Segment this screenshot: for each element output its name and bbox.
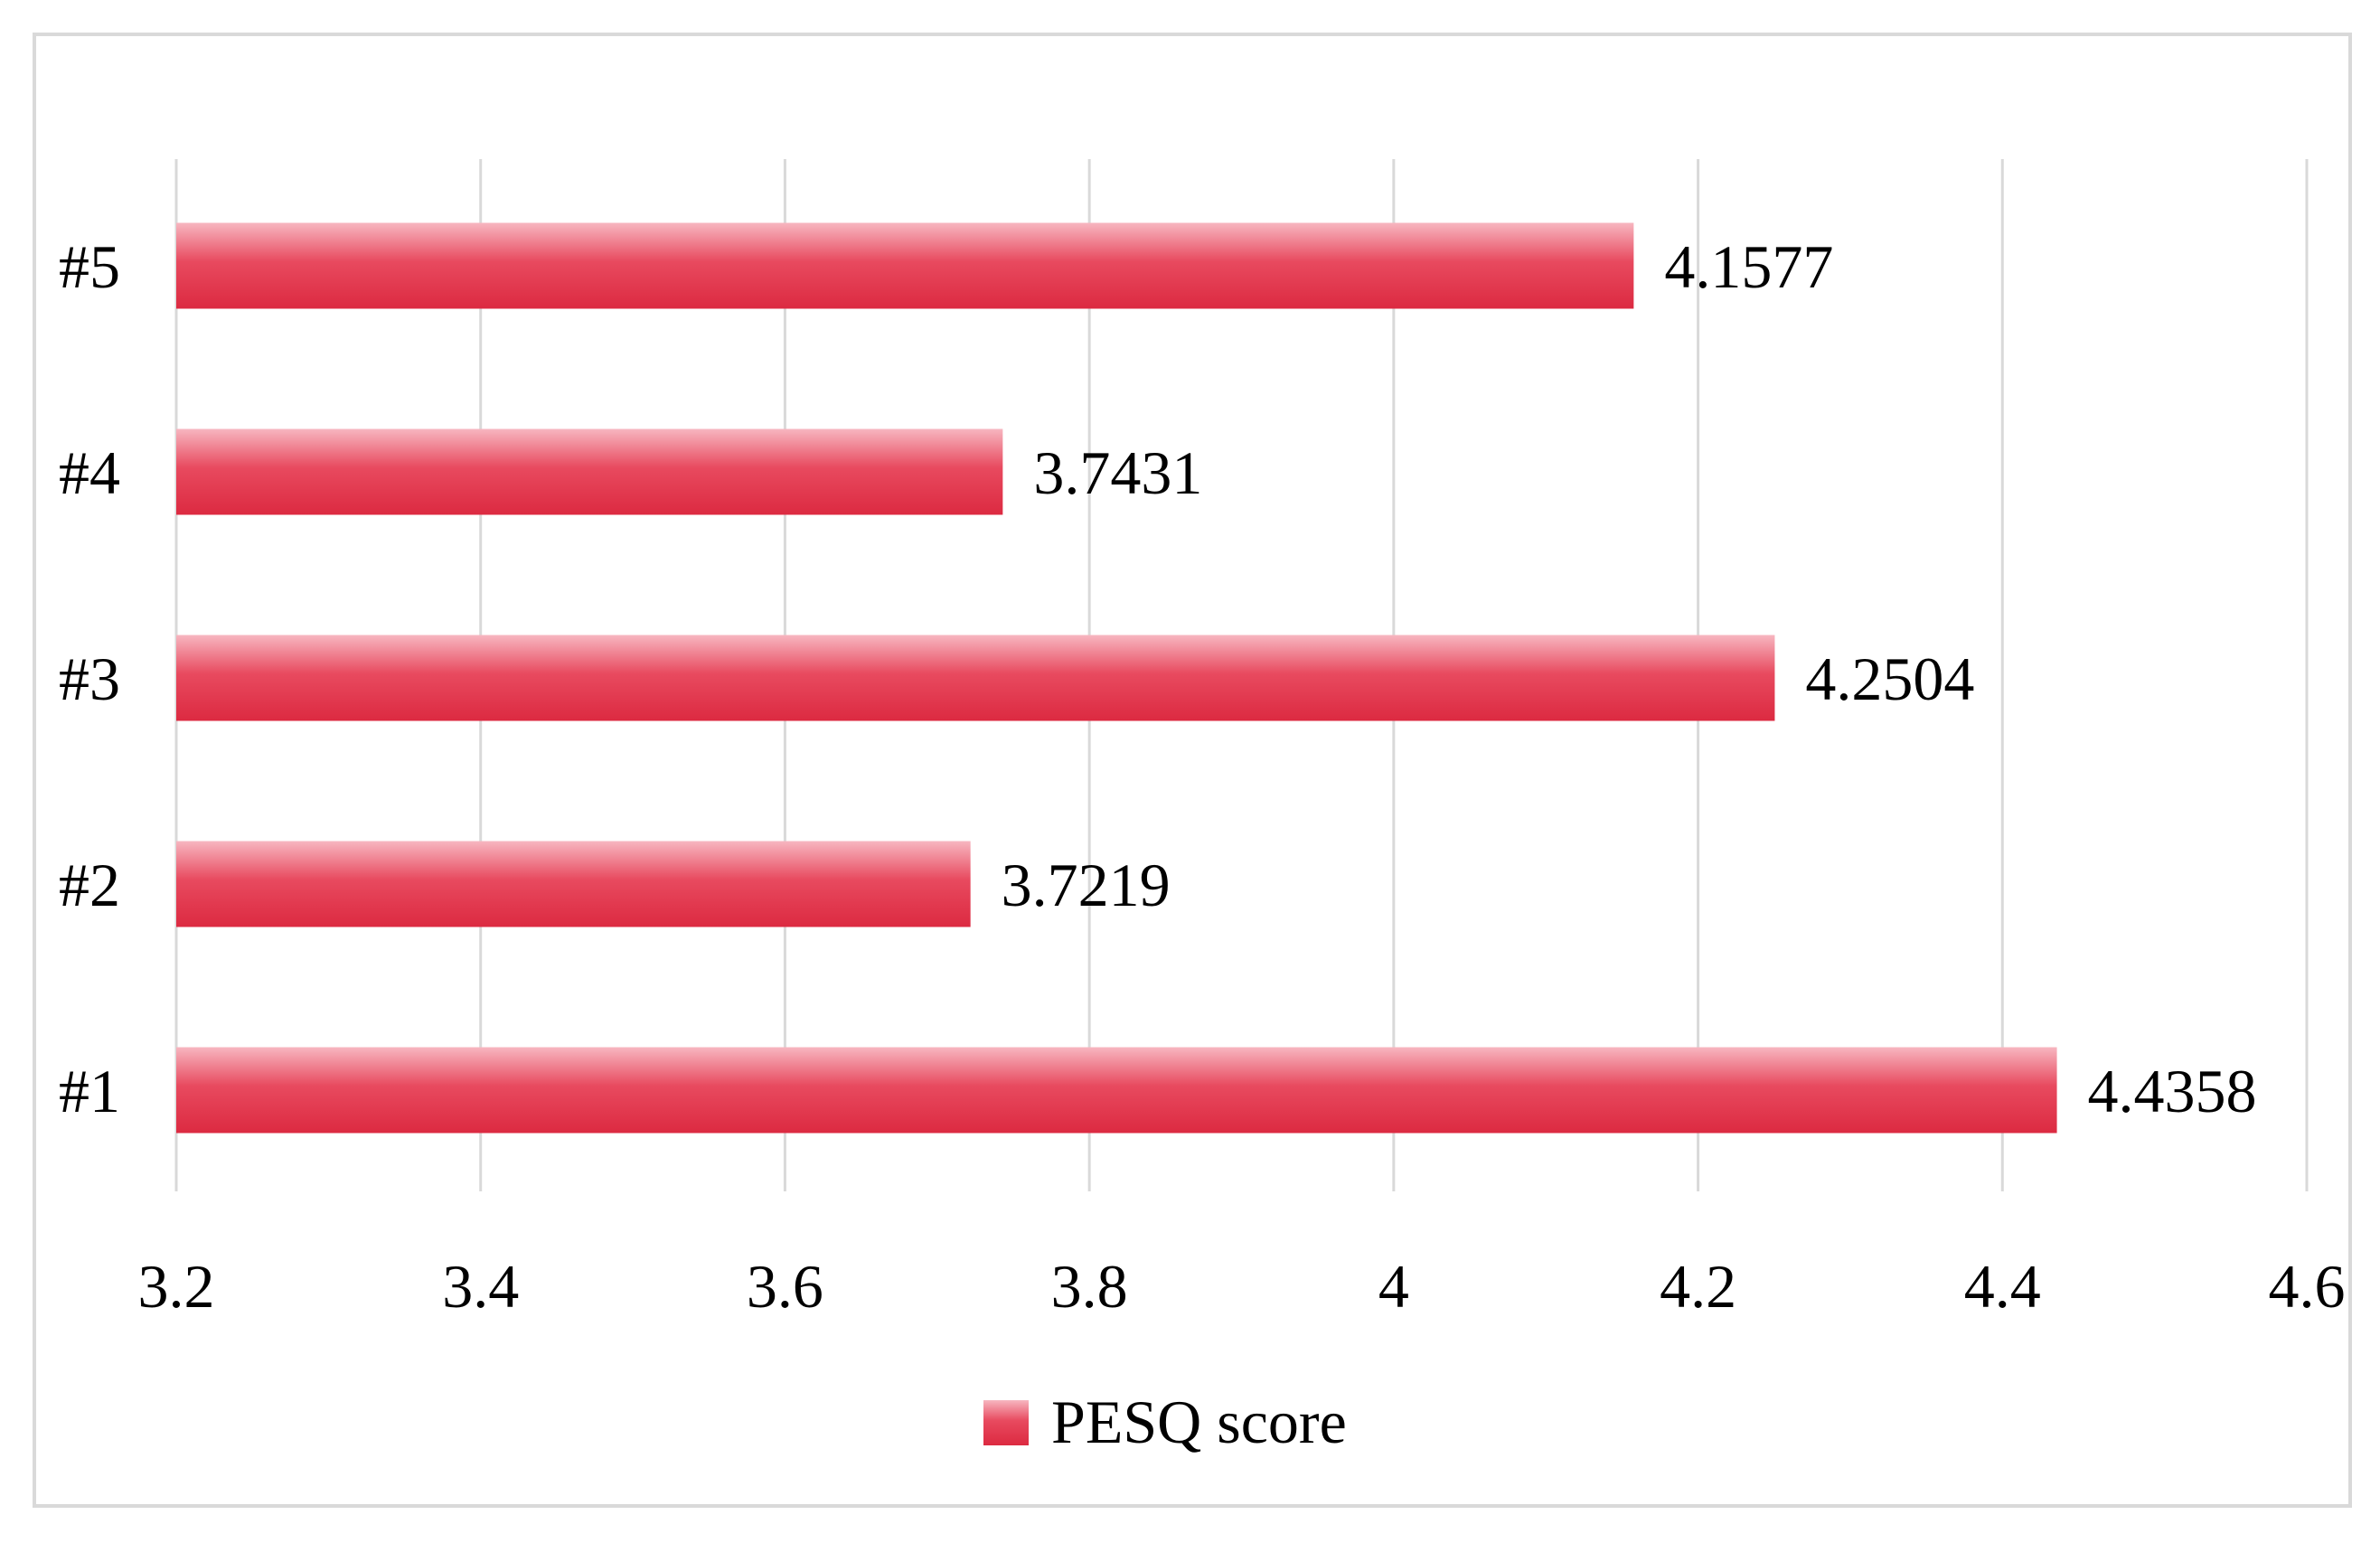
data-label: 4.4358 bbox=[2088, 1057, 2257, 1125]
bar bbox=[176, 428, 1003, 515]
bar bbox=[176, 222, 1634, 309]
legend-label: PESQ score bbox=[1051, 1388, 1347, 1456]
legend-swatch bbox=[983, 1400, 1029, 1445]
labels: 3.2 3.4 3.6 3.8 4 4.2 4.4 4.6 #1 4.4358 #2 3.7219 #3… bbox=[59, 232, 2346, 1321]
x-tick-label: 4 bbox=[1378, 1252, 1409, 1321]
bar bbox=[176, 635, 1775, 721]
y-category-label: #1 bbox=[59, 1057, 120, 1125]
y-category-label: #4 bbox=[59, 438, 120, 507]
x-tick-label: 3.8 bbox=[1051, 1252, 1128, 1321]
x-tick-label: 4.4 bbox=[1964, 1252, 2041, 1321]
data-label: 4.1577 bbox=[1664, 232, 1833, 301]
x-tick-label: 4.2 bbox=[1660, 1252, 1736, 1321]
bar bbox=[176, 841, 971, 927]
data-label: 4.2504 bbox=[1805, 644, 1974, 713]
legend: PESQ score bbox=[983, 1388, 1347, 1456]
y-category-label: #3 bbox=[59, 644, 120, 713]
data-label: 3.7431 bbox=[1033, 438, 1202, 507]
x-tick-label: 4.6 bbox=[2269, 1252, 2346, 1321]
y-category-label: #2 bbox=[59, 851, 120, 919]
x-tick-label: 3.4 bbox=[442, 1252, 519, 1321]
x-tick-label: 3.2 bbox=[138, 1252, 215, 1321]
y-category-label: #5 bbox=[59, 232, 120, 301]
bar bbox=[176, 1047, 2057, 1134]
data-label: 3.7219 bbox=[1002, 851, 1171, 919]
bars bbox=[176, 222, 2057, 1134]
x-tick-label: 3.6 bbox=[747, 1252, 823, 1321]
